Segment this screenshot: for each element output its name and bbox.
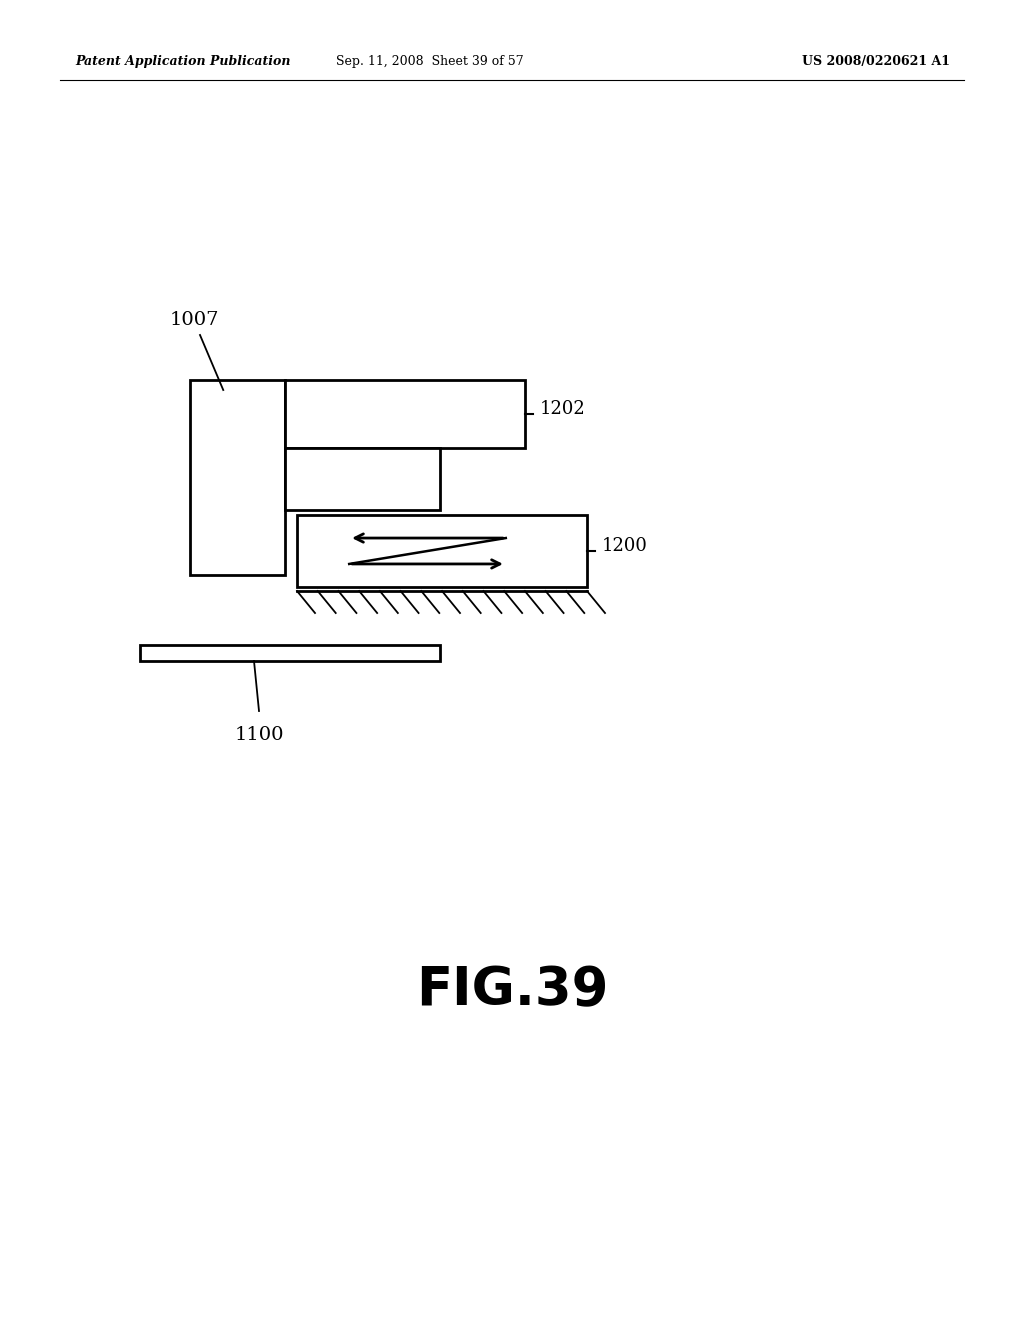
Text: 1007: 1007 <box>170 312 219 329</box>
Text: Sep. 11, 2008  Sheet 39 of 57: Sep. 11, 2008 Sheet 39 of 57 <box>336 55 524 69</box>
Bar <box>297 515 587 587</box>
Text: FIG.39: FIG.39 <box>416 964 608 1016</box>
Text: 1200: 1200 <box>602 537 648 554</box>
Bar <box>285 380 525 447</box>
Text: 1100: 1100 <box>234 726 284 744</box>
Text: 1202: 1202 <box>540 400 586 418</box>
Text: US 2008/0220621 A1: US 2008/0220621 A1 <box>802 55 950 69</box>
Text: Patent Application Publication: Patent Application Publication <box>75 55 291 69</box>
Bar <box>285 447 440 510</box>
Bar <box>190 380 285 576</box>
Bar <box>140 645 440 661</box>
